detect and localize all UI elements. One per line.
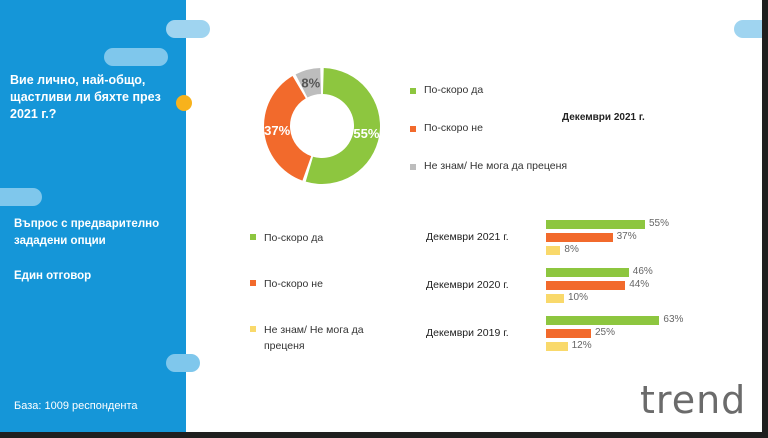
legend-swatch [250,234,256,240]
bar [546,220,645,229]
legend-swatch [250,326,256,332]
legend-label: Не знам/ Не мога да преценя [264,324,364,352]
bar-legend-item: По-скоро не [250,276,380,292]
bar-value-label: 55% [649,218,670,229]
decor-pill [734,20,762,38]
donut-slice [264,76,312,181]
bar [546,233,613,242]
question-text: Вие лично, най-общо, щастливи ли бяхте п… [10,73,161,121]
bar-category-label: Декември 2020 г. [426,279,509,291]
slide: Вие лично, най-общо, щастливи ли бяхте п… [0,0,762,432]
bar [546,268,629,277]
bar-value-label: 44% [629,279,650,290]
bar-value-label: 63% [663,314,684,325]
legend-label: По-скоро да [424,84,484,96]
answer-type-text: Един отговор [14,270,92,282]
bar [546,329,591,338]
accent-dot [176,95,192,111]
bar-category-label: Декември 2021 г. [426,231,509,243]
bar-legend-item: По-скоро да [250,230,380,246]
bar [546,246,561,255]
bar-legend-item: Не знам/ Не мога да преценя [250,322,380,354]
donut-period-label: Декември 2021 г. [562,112,645,123]
donut-slice-label: 8% [301,75,320,90]
legend-label: По-скоро да [264,232,324,244]
donut-legend-item: Не знам/ Не мога да преценя [410,160,567,172]
decor-pill [166,20,210,38]
trend-logo: trend [640,378,747,422]
bar-category-label: Декември 2019 г. [426,327,509,339]
legend-label: По-скоро не [264,278,323,290]
bar [546,281,626,290]
bar [546,294,564,303]
bar-value-label: 37% [616,231,637,242]
donut-slice-label: 55% [353,126,379,141]
decor-pill [0,188,42,206]
legend-label: По-скоро не [424,122,483,134]
bar-value-label: 46% [632,266,653,277]
decor-pill [104,48,168,66]
option-type-text: Въпрос с предварително зададени опции [14,218,160,247]
legend-swatch [410,164,416,170]
bar [546,342,568,351]
base-text: База: 1009 респондента [14,400,138,412]
sidebar: Вие лично, най-общо, щастливи ли бяхте п… [0,0,200,432]
donut-slice [305,68,380,184]
donut-chart: 55% 37% 8% [264,68,380,184]
bar-value-label: 25% [595,327,616,338]
donut-slice [295,68,322,98]
bar-value-label: 12% [571,340,592,351]
legend-label: Не знам/ Не мога да преценя [424,160,568,172]
legend-swatch [410,88,416,94]
donut-legend-item: По-скоро не [410,122,483,134]
bar [546,316,660,325]
bar-value-label: 10% [568,292,589,303]
bar-value-label: 8% [564,244,579,255]
legend-swatch [410,126,416,132]
decor-pill [166,354,200,372]
donut-legend-item: По-скоро да [410,84,483,96]
donut-slice-label: 37% [264,123,290,138]
legend-swatch [250,280,256,286]
